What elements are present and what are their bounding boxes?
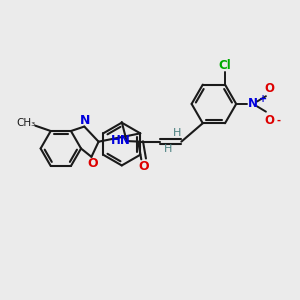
Text: O: O bbox=[87, 157, 98, 170]
Text: HN: HN bbox=[111, 134, 131, 147]
Text: CH₃: CH₃ bbox=[17, 118, 36, 128]
Text: Cl: Cl bbox=[219, 59, 231, 72]
Text: O: O bbox=[138, 160, 149, 173]
Text: O: O bbox=[265, 114, 275, 127]
Text: +: + bbox=[259, 94, 267, 103]
Text: H: H bbox=[173, 128, 181, 138]
Text: H: H bbox=[164, 144, 172, 154]
Text: N: N bbox=[248, 97, 258, 110]
Text: O: O bbox=[265, 82, 275, 95]
Text: N: N bbox=[80, 113, 90, 127]
Text: -: - bbox=[277, 116, 281, 126]
